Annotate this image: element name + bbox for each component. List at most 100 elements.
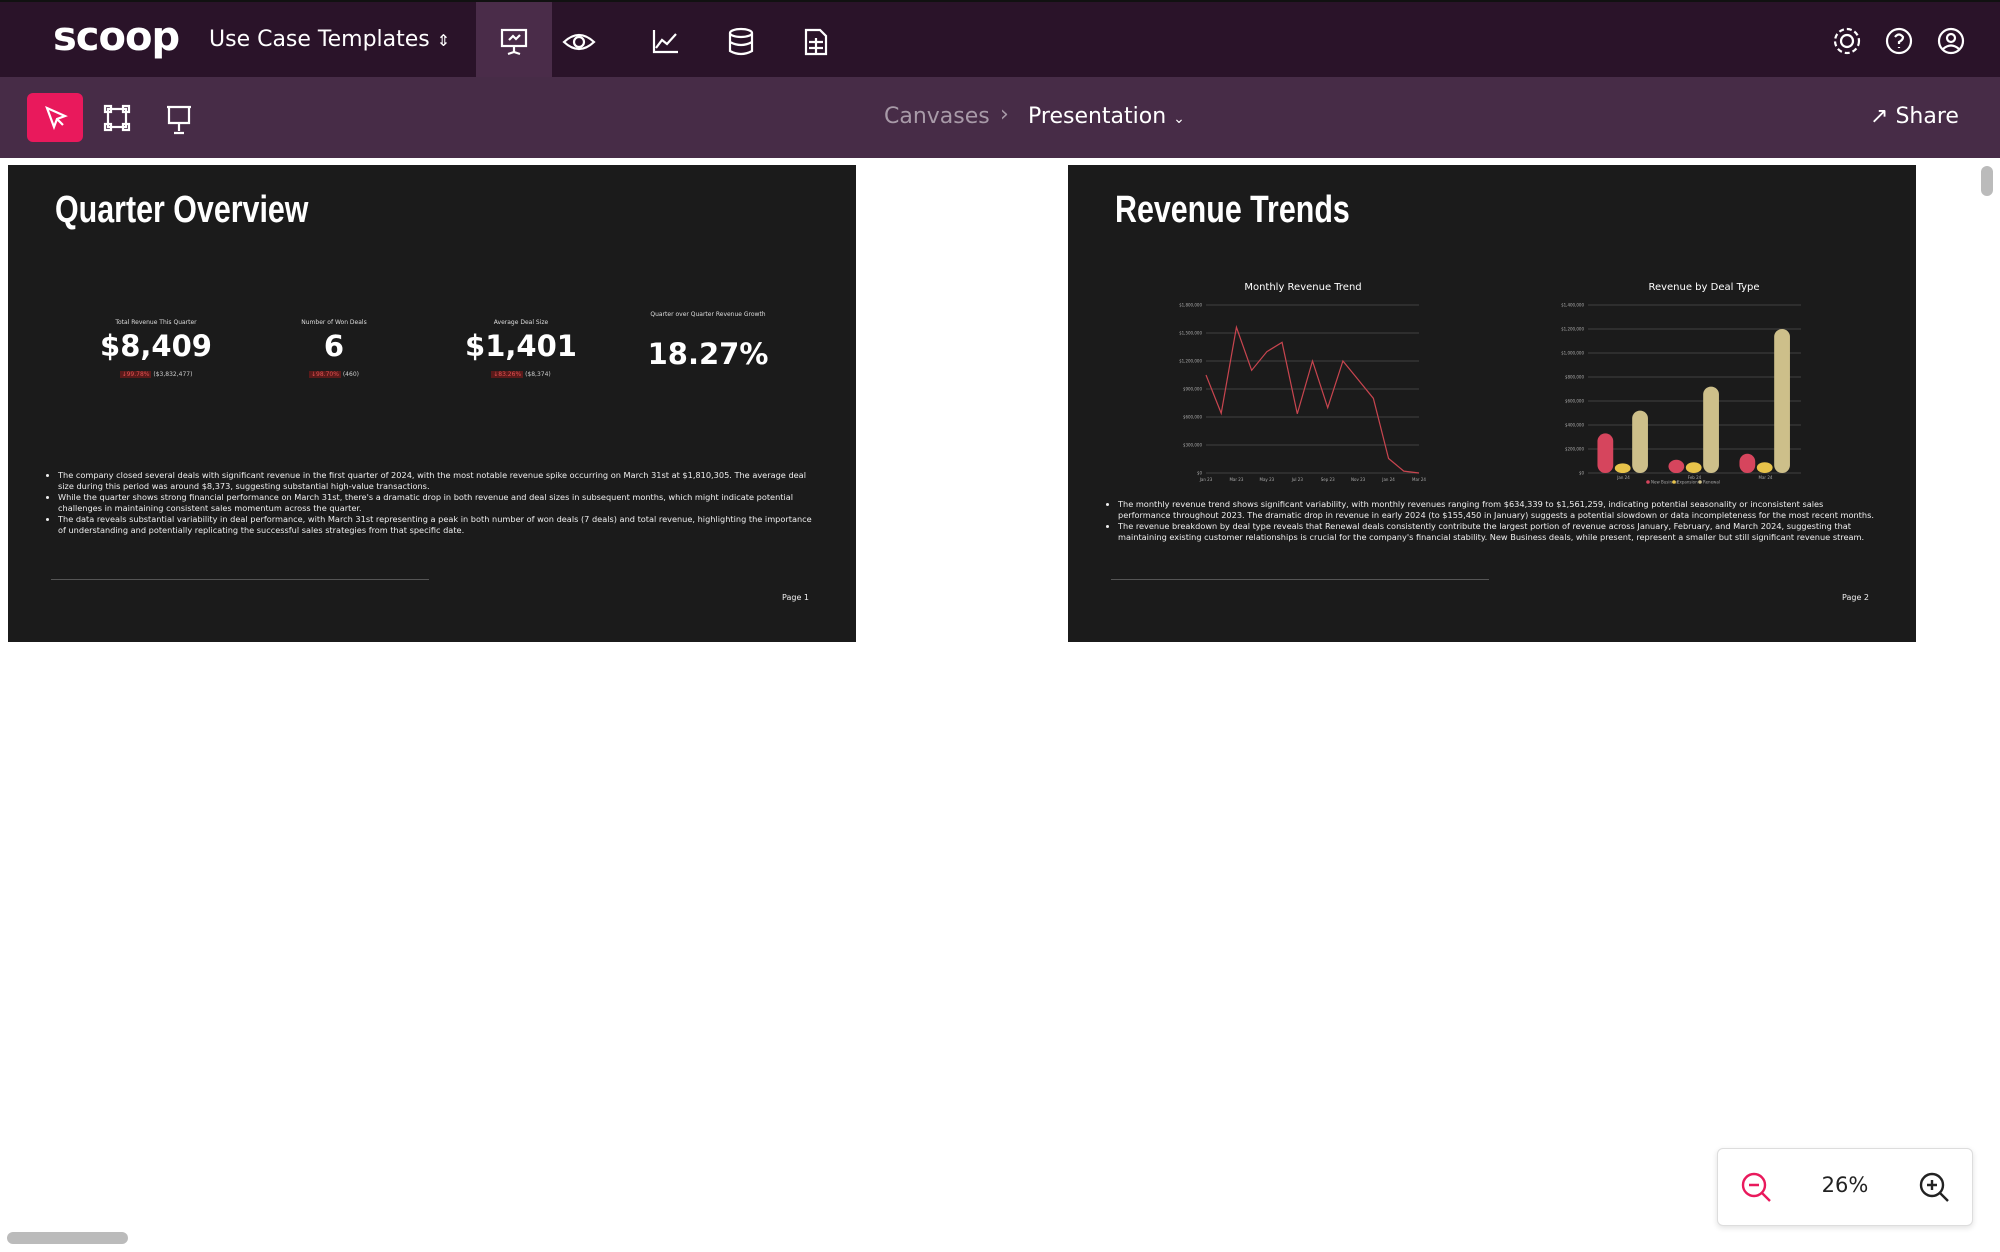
previous-value: ($8,374) (525, 371, 551, 378)
y-tick-label: $400,000 (1565, 423, 1585, 428)
y-tick-label: $0 (1197, 471, 1203, 476)
top-right-icons[interactable] (1820, 22, 1990, 62)
bullet: The monthly revenue trend shows signific… (1118, 499, 1878, 521)
legend-label: New Business (1651, 480, 1679, 485)
workspace-selector[interactable]: Use Case Templates ⇕ (209, 27, 451, 52)
kpi-value: 18.27% (647, 337, 769, 371)
bar (1703, 386, 1719, 473)
select-tool[interactable] (27, 93, 83, 142)
bullet-list: The company closed several deals with si… (18, 470, 818, 536)
y-tick-label: $0 (1579, 471, 1585, 476)
bar (1614, 463, 1631, 473)
y-tick-label: $1,200,000 (1179, 359, 1202, 364)
vertical-scrollbar[interactable] (1981, 166, 1993, 196)
legend-swatch (1672, 480, 1676, 484)
zoom-level: 26% (1821, 1173, 1869, 1197)
kpi-value: $8,409 (100, 329, 212, 363)
canvas-name[interactable]: Presentation (1028, 104, 1167, 129)
kpi-label: Quarter over Quarter Revenue Growth (650, 311, 766, 318)
logo[interactable]: scoop (53, 14, 180, 60)
y-tick-label: $1,500,000 (1179, 331, 1202, 336)
workspace-name[interactable]: Use Case Templates (209, 27, 430, 52)
x-tick-label: Jan 24 (1381, 477, 1395, 482)
previous-value: ($3,832,477) (153, 371, 193, 378)
breadcrumb-current[interactable]: Presentation ⌄ (1028, 104, 1185, 129)
nav-icons[interactable] (476, 2, 846, 79)
y-tick-label: $200,000 (1565, 447, 1585, 452)
y-tick-label: $900,000 (1183, 387, 1203, 392)
change-badge: ↓99.78% (119, 371, 152, 378)
charts: Monthly Revenue Trend $0 $300,000 $600,000 $… (1179, 282, 1801, 485)
y-tick-label: $1,400,000 (1561, 303, 1584, 308)
bar (1685, 462, 1702, 473)
kpi-change: ↓83.26% ($8,374) (446, 371, 596, 378)
sub-bar: Canvases › Presentation ⌄ ↗ Share (0, 77, 2000, 158)
bullet: While the quarter shows strong financial… (58, 492, 818, 514)
tool-icons[interactable] (27, 93, 227, 143)
x-tick-label: May 23 (1260, 477, 1275, 482)
kpi-value: 6 (323, 329, 345, 363)
bar (1632, 410, 1648, 473)
x-tick-label: Sep 23 (1321, 477, 1335, 482)
kpi-label: Average Deal Size (493, 319, 549, 326)
x-tick-label: Mar 23 (1229, 477, 1243, 482)
bullet: The company closed several deals with si… (58, 470, 818, 492)
chart-title: Monthly Revenue Trend (1244, 282, 1361, 293)
page-number: Page 1 (782, 593, 809, 602)
slide-title: Revenue Trends (1115, 189, 1350, 231)
y-tick-label: $600,000 (1565, 399, 1585, 404)
kpi-label: Total Revenue This Quarter (115, 319, 197, 326)
top-bar: scoop Use Case Templates ⇕ (0, 0, 2000, 79)
x-tick-label: Mar 24 (1412, 477, 1426, 482)
legend-label: Renewal (1703, 480, 1720, 485)
zoom-in[interactable] (1918, 1171, 1952, 1205)
slide-title: Quarter Overview (55, 189, 309, 231)
x-tick-label: Mar 24 (1759, 475, 1773, 480)
kpi-label: Number of Won Deals (301, 319, 367, 326)
horizontal-scrollbar[interactable] (7, 1232, 128, 1244)
page-number: Page 2 (1842, 593, 1869, 602)
breadcrumb-separator: › (1000, 102, 1009, 127)
slide[interactable]: Revenue Trends Monthly Revenue Trend $0 $3… (1068, 165, 1916, 642)
bar (1774, 329, 1790, 473)
change-badge: ↓83.26% (491, 371, 524, 378)
active-tab[interactable] (476, 2, 552, 78)
kpi-change: ↓98.70% (460) (259, 371, 409, 378)
legend-swatch (1646, 480, 1650, 484)
bar (1756, 462, 1773, 473)
zoom-control: 26% (1717, 1148, 1973, 1226)
bar (1597, 433, 1614, 473)
legend-label: Expansion (1677, 480, 1698, 485)
divider (51, 579, 429, 580)
kpi-value: $1,401 (465, 329, 577, 363)
previous-value: (460) (342, 371, 359, 378)
line-series (1205, 324, 1420, 474)
bar (1739, 453, 1756, 473)
x-tick-label: Jan 23 (1199, 477, 1213, 482)
change-badge: ↓98.70% (309, 371, 341, 378)
bullet: The data reveals substantial variability… (58, 514, 818, 536)
x-tick-label: Jul 23 (1291, 477, 1304, 482)
y-tick-label: $1,800,000 (1179, 303, 1202, 308)
slide[interactable]: Quarter Overview Total Revenue This Quar… (8, 165, 856, 642)
y-tick-label: $300,000 (1183, 443, 1203, 448)
bullet: The revenue breakdown by deal type revea… (1118, 521, 1878, 543)
share-button[interactable]: ↗ Share (1870, 104, 1959, 129)
kpi-change: ↓99.78% ($3,832,477) (81, 371, 231, 378)
bullet-list: The monthly revenue trend shows signific… (1078, 499, 1878, 543)
x-tick-label: Jan 24 (1616, 475, 1630, 480)
x-tick-label: Nov 23 (1351, 477, 1366, 482)
divider (1111, 579, 1489, 580)
breadcrumb-root[interactable]: Canvases (884, 104, 990, 129)
bar (1668, 459, 1685, 473)
y-tick-label: $600,000 (1183, 415, 1203, 420)
legend-swatch (1698, 480, 1702, 484)
y-tick-label: $1,000,000 (1561, 351, 1584, 356)
zoom-out[interactable] (1740, 1171, 1774, 1205)
y-tick-label: $800,000 (1565, 375, 1585, 380)
share-label[interactable]: Share (1895, 104, 1959, 129)
chart-title: Revenue by Deal Type (1648, 282, 1759, 293)
y-tick-label: $1,200,000 (1561, 327, 1584, 332)
x-tick-label: Feb 24 (1688, 475, 1702, 480)
